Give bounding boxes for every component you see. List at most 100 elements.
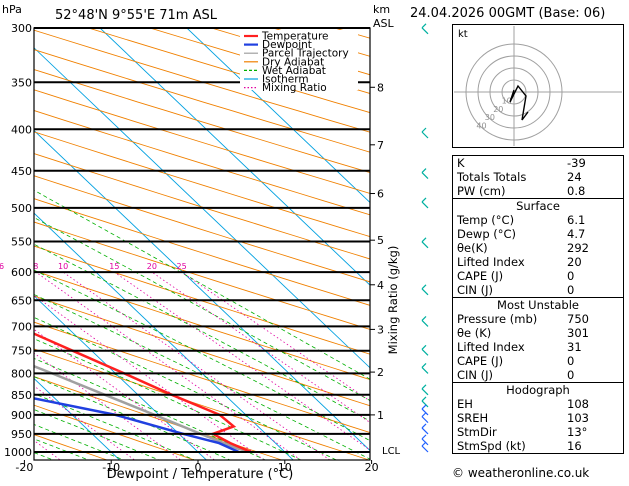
parcel-trajectory-line: [34, 364, 252, 454]
table-value: 24: [567, 170, 582, 184]
table-label: StmSpd (kt): [457, 439, 526, 453]
surface-row: Lifted Index 20: [453, 255, 623, 269]
location-title: 52°48'N 9°55'E 71m ASL: [55, 8, 218, 23]
table-value: 0: [567, 354, 575, 368]
table-value: 292: [567, 241, 589, 255]
mixing-ratio-label: 8: [33, 262, 38, 271]
table-value: 103: [567, 411, 589, 425]
skew-t-chart: 1234681015202530035040045050055060065070…: [0, 3, 429, 482]
wind-barb: [421, 404, 429, 416]
km-tick-label: 7: [377, 139, 384, 152]
wind-barb: [421, 284, 429, 296]
table-value: 13°: [567, 425, 588, 439]
dry-adiabat: [34, 245, 370, 355]
table-label: θe (K): [457, 326, 492, 340]
dry-adiabat: [34, 69, 370, 174]
table-value: 6.1: [567, 213, 586, 227]
table-value: 4.7: [567, 227, 586, 241]
table-label: Totals Totals: [457, 170, 527, 184]
pressure-tick-label: 900: [11, 409, 32, 422]
surface-row: CIN (J) 0: [453, 283, 623, 297]
pressure-tick-label: 950: [11, 428, 32, 441]
mixing-ratio-label: 25: [176, 262, 186, 271]
table-label: Lifted Index: [457, 340, 525, 354]
pressure-tick-label: 600: [11, 266, 32, 279]
table-label: Dewp (°C): [457, 227, 517, 241]
km-tick-label: 2: [377, 366, 384, 379]
pressure-tick-label: 800: [11, 367, 32, 380]
table-label: CIN (J): [457, 368, 494, 382]
isotherm: [34, 212, 294, 460]
most-unstable-row: CAPE (J) 0: [453, 354, 623, 368]
table-label: CAPE (J): [457, 354, 504, 368]
table-label: θe(K): [457, 241, 488, 255]
table-label: SREH: [457, 411, 489, 425]
pressure-tick-label: 650: [11, 294, 32, 307]
km-axis-label: km: [373, 3, 390, 16]
km-tick-label: 6: [377, 188, 384, 201]
hodograph-row: StmSpd (kt) 16: [453, 439, 623, 453]
km-tick-label: 4: [377, 279, 384, 292]
table-value: 301: [567, 326, 589, 340]
km-tick-label: 8: [377, 81, 384, 94]
x-tick-label: 10: [278, 461, 292, 474]
table-value: 108: [567, 397, 589, 411]
dry-adiabat: [34, 49, 370, 153]
dewpoint-line: [34, 397, 240, 454]
km-tick-label: 5: [377, 234, 384, 247]
mixing-ratio-label: 10: [58, 262, 68, 271]
wet-adiabat: [34, 338, 302, 460]
table-value: 31: [567, 340, 582, 354]
x-tick-label: -20: [15, 461, 33, 474]
asl-axis-label: ASL: [373, 17, 395, 30]
axes: 1234681015202530035040045050055060065070…: [0, 22, 429, 474]
table-label: CAPE (J): [457, 269, 504, 283]
table-value: 0: [567, 269, 575, 283]
wind-barb: [421, 344, 429, 356]
surface-title: Surface: [516, 199, 560, 213]
background-lines: [34, 28, 370, 460]
x-axis-title: Dewpoint / Temperature (°C): [107, 467, 294, 482]
isotherm: [34, 295, 208, 460]
legend-label: Parcel Trajectory: [262, 48, 349, 60]
hodograph-trace: [509, 84, 529, 121]
surface-row: Temp (°C) 6.1: [453, 213, 623, 227]
table-value: 0: [567, 368, 575, 382]
km-tick-label: 3: [377, 323, 384, 336]
wind-barb: [421, 362, 429, 374]
surface-section: Surface Temp (°C) 6.1 Dewp (°C) 4.7 θe(K) 292…: [453, 198, 623, 297]
table-label: PW (cm): [457, 184, 506, 198]
wind-barb: [421, 23, 429, 35]
table-value: 16: [567, 439, 582, 453]
table-label: Lifted Index: [457, 255, 525, 269]
table-label: Temp (°C): [457, 213, 515, 227]
mixing-ratio-line: [34, 328, 216, 460]
pressure-tick-label: 850: [11, 389, 32, 402]
isotherm: [34, 47, 370, 369]
mixing-ratio-line: [35, 271, 302, 460]
index-row: K -39: [453, 156, 623, 170]
pressure-tick-label: 1000: [4, 446, 32, 459]
dry-adiabat: [34, 404, 196, 460]
most-unstable-section: Most Unstable Pressure (mb) 750 θe (K) 301 L…: [453, 297, 623, 382]
pressure-tick-label: 500: [11, 202, 32, 215]
footer-credit[interactable]: © weatheronline.co.uk: [452, 466, 590, 480]
table-label: StmDir: [457, 425, 497, 439]
hodograph-section: Hodograph EH 108 SREH 103 StmDir 13° StmSpd (k…: [453, 382, 623, 453]
dry-adiabat: [34, 270, 370, 381]
most-unstable-row: CIN (J) 0: [453, 368, 623, 382]
dry-adiabat: [34, 295, 370, 407]
legend-background: [240, 30, 358, 90]
pressure-tick-label: 750: [11, 345, 32, 358]
isotherm: [34, 129, 370, 452]
wind-barb: [421, 168, 429, 179]
pressure-tick-label: 300: [11, 22, 32, 35]
wind-barb: [421, 315, 429, 327]
hodograph-row: StmDir 13°: [453, 425, 623, 439]
surface-row: θe(K) 292: [453, 241, 623, 255]
most-unstable-row: Lifted Index 31: [453, 340, 623, 354]
table-label: K: [457, 156, 465, 170]
table-value: -39: [567, 156, 586, 170]
legend-label: Mixing Ratio: [262, 82, 327, 94]
